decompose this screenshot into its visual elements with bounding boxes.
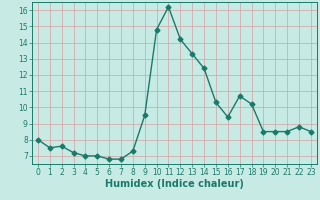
X-axis label: Humidex (Indice chaleur): Humidex (Indice chaleur) (105, 179, 244, 189)
